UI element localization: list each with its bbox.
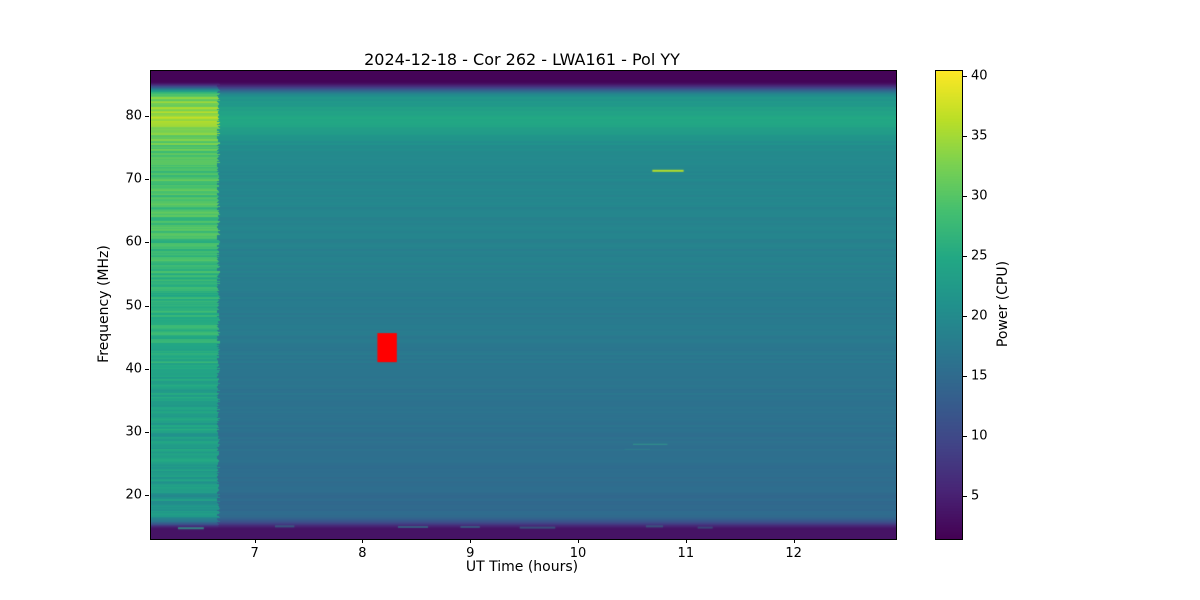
y-tick-label: 50 xyxy=(125,298,142,314)
colorbar-tick-mark xyxy=(963,196,967,197)
colorbar-tick-mark xyxy=(963,76,967,77)
x-tick-mark xyxy=(470,539,472,543)
colorbar-tick-mark xyxy=(963,316,967,317)
colorbar-tick-label: 25 xyxy=(971,248,988,264)
colorbar-tick-label: 30 xyxy=(971,188,988,204)
colorbar-tick-label: 15 xyxy=(971,368,988,384)
x-tick-mark xyxy=(793,539,795,543)
y-tick-mark xyxy=(145,242,149,244)
plot-area xyxy=(150,70,897,540)
x-tick-mark xyxy=(685,539,687,543)
colorbar-label: Power (CPU) xyxy=(995,260,1011,348)
spectrogram-heatmap xyxy=(151,71,896,539)
colorbar-gradient xyxy=(936,71,962,539)
y-tick-label: 40 xyxy=(125,361,142,377)
y-tick-label: 30 xyxy=(125,424,142,440)
y-tick-label: 60 xyxy=(125,234,142,250)
x-tick-label: 10 xyxy=(569,546,587,561)
y-tick-mark xyxy=(145,116,149,118)
y-tick-mark xyxy=(145,305,149,307)
colorbar-tick-label: 5 xyxy=(971,488,980,504)
colorbar-tick-mark xyxy=(963,136,967,137)
y-tick-label: 20 xyxy=(125,487,142,503)
colorbar-tick-mark xyxy=(963,436,967,437)
x-tick-label: 11 xyxy=(677,546,695,561)
chart-title: 2024-12-18 - Cor 262 - LWA161 - Pol YY xyxy=(364,50,680,69)
colorbar-tick-label: 10 xyxy=(971,428,988,444)
y-tick-mark xyxy=(145,431,149,433)
colorbar xyxy=(935,70,963,540)
colorbar-tick-label: 20 xyxy=(971,308,988,324)
y-tick-mark xyxy=(145,368,149,370)
y-tick-label: 70 xyxy=(125,171,142,187)
colorbar-tick-mark xyxy=(963,376,967,377)
x-tick-label: 12 xyxy=(785,546,802,561)
colorbar-tick-label: 40 xyxy=(971,68,988,84)
y-tick-label: 80 xyxy=(125,108,142,124)
x-axis-label: UT Time (hours) xyxy=(465,559,579,575)
x-tick-mark xyxy=(578,539,580,543)
colorbar-tick-label: 35 xyxy=(971,128,988,144)
x-tick-label: 9 xyxy=(466,546,475,561)
x-tick-mark xyxy=(362,539,364,543)
colorbar-tick-mark xyxy=(963,496,967,497)
x-tick-label: 7 xyxy=(250,546,259,561)
y-tick-mark xyxy=(145,179,149,181)
x-tick-mark xyxy=(254,539,256,543)
y-tick-mark xyxy=(145,495,149,497)
colorbar-tick-mark xyxy=(963,256,967,257)
x-tick-label: 8 xyxy=(358,546,367,561)
